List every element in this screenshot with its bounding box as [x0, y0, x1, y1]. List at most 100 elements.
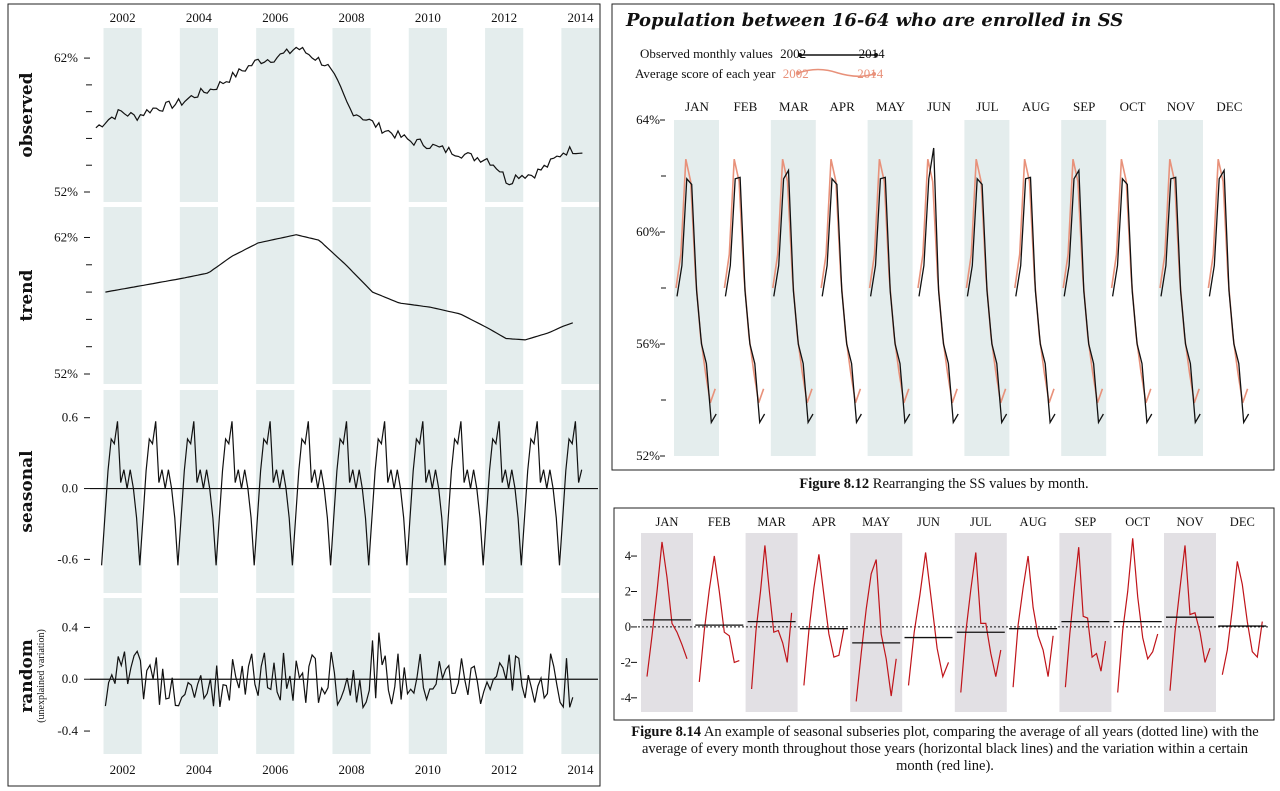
sub-month-label-FEB: FEB: [708, 515, 731, 529]
fig814-y-tick-4: 4: [625, 549, 632, 563]
year-band-3-3: [332, 598, 371, 754]
fig814-y-tick-2: 2: [625, 584, 631, 598]
top-x-tick-2004: 2004: [186, 10, 213, 25]
year-band-1-2: [256, 207, 295, 384]
year-band-3-5: [485, 598, 524, 754]
caption-812-text: Rearranging the SS values by month.: [869, 476, 1089, 492]
bottom-x-tick-2004: 2004: [186, 762, 213, 777]
bottom-x-tick-2008: 2008: [339, 762, 365, 777]
fig812-y-tick-56%: 56%: [636, 336, 660, 351]
year-band-1-1: [179, 207, 218, 384]
legend-average-line: [797, 68, 875, 78]
year-band-0-3: [332, 28, 371, 202]
month-label-MAR: MAR: [779, 99, 809, 114]
sub-month-label-APR: APR: [812, 515, 837, 529]
top-x-tick-2014: 2014: [567, 10, 594, 25]
fig812-y-tick-52%: 52%: [636, 448, 660, 463]
month-variation-MAR: [751, 545, 793, 690]
sub-month-label-MAR: MAR: [757, 515, 786, 529]
sub-month-label-JUN: JUN: [917, 515, 940, 529]
observed-line-OCT: [1111, 177, 1153, 425]
month-variation-SEP: [1064, 547, 1106, 688]
observed-line-MAR: [773, 168, 814, 425]
y-tick-trend-62%: 62%: [54, 229, 78, 244]
year-band-3-4: [408, 598, 447, 754]
fig814-y-tick--4: -4: [621, 691, 632, 705]
y-tick-seasonal-0.0: 0.0: [62, 481, 78, 496]
series-line-seasonal: [101, 421, 583, 566]
series-line-trend: [105, 234, 574, 341]
observed-line-AUG: [1015, 176, 1056, 425]
sub-month-label-MAY: MAY: [862, 515, 890, 529]
month-label-APR: APR: [830, 99, 856, 114]
month-label-FEB: FEB: [733, 99, 757, 114]
year-band-0-4: [408, 28, 447, 202]
panel-label-seasonal: seasonal: [17, 450, 37, 533]
year-band-0-2: [256, 28, 295, 202]
year-band-0-6: [561, 28, 600, 202]
legend-observed-label: Observed monthly values: [640, 46, 773, 61]
month-variation-OCT: [1117, 538, 1159, 693]
y-tick-seasonal--0.6: -0.6: [57, 551, 78, 566]
bottom-x-tick-2014: 2014: [567, 762, 594, 777]
year-band-2-0: [103, 390, 142, 593]
month-variation-AUG: [1012, 555, 1054, 688]
caption-814-text: An example of seasonal subseries plot, c…: [642, 724, 1259, 774]
year-band-0-1: [179, 28, 218, 202]
month-label-DEC: DEC: [1216, 99, 1242, 114]
avg-line-JUN: [917, 159, 958, 404]
figure-812-frame: [611, 3, 1275, 471]
sub-band-MAR: [745, 533, 798, 712]
bottom-x-tick-2012: 2012: [491, 762, 517, 777]
bottom-x-tick-2002: 2002: [110, 762, 136, 777]
sub-month-label-JAN: JAN: [656, 515, 679, 529]
month-label-MAY: MAY: [876, 99, 906, 114]
observed-line-JUN: [918, 147, 959, 425]
legend-observed-dot-end: [874, 53, 878, 57]
month-label-SEP: SEP: [1073, 99, 1095, 114]
legend-average-label: Average score of each year: [635, 66, 776, 81]
year-band-2-6: [561, 390, 600, 593]
legend-average-dot-end: [872, 72, 876, 76]
sub-month-label-SEP: SEP: [1075, 515, 1097, 529]
legend-observed-from: 2002: [780, 46, 807, 61]
fig812-y-tick-60%: 60%: [636, 224, 660, 239]
sub-band-JAN: [641, 533, 693, 712]
sub-month-label-AUG: AUG: [1020, 515, 1047, 529]
y-tick-observed-52%: 52%: [54, 184, 78, 199]
observed-line-SEP: [1063, 168, 1104, 425]
month-label-AUG: AUG: [1022, 99, 1050, 114]
top-x-tick-2002: 2002: [110, 10, 136, 25]
panel-sublabel-random: (unexplained variation): [36, 629, 47, 723]
y-tick-random--0.4: -0.4: [57, 723, 78, 738]
fig814-y-tick--2: -2: [621, 655, 631, 669]
y-tick-trend-52%: 52%: [54, 366, 78, 381]
caption-812-label: Figure 8.12: [799, 476, 870, 492]
month-variation-FEB: [698, 555, 740, 682]
sub-month-label-JUL: JUL: [970, 515, 992, 529]
y-tick-observed-62%: 62%: [54, 50, 78, 65]
year-band-2-1: [179, 390, 218, 593]
year-band-3-0: [103, 598, 142, 754]
left-figure-frame: [7, 3, 601, 787]
month-label-JUL: JUL: [976, 99, 998, 114]
observed-line-JUL: [966, 177, 1008, 425]
caption-figure-812: Figure 8.12 Rearranging the SS values by…: [613, 476, 1275, 493]
legend-observed-to: 2014: [858, 46, 885, 61]
year-band-1-0: [103, 207, 142, 384]
observed-line-NOV: [1160, 176, 1201, 425]
observed-line-FEB: [724, 176, 766, 425]
bottom-x-tick-2006: 2006: [262, 762, 289, 777]
fig812-y-tick-64%: 64%: [636, 112, 660, 127]
series-line-random: [104, 632, 574, 710]
sub-band-SEP: [1059, 533, 1112, 712]
legend-average-from: 2002: [782, 66, 809, 81]
month-variation-APR: [803, 554, 845, 686]
top-x-tick-2006: 2006: [262, 10, 289, 25]
year-band-2-5: [485, 390, 524, 593]
year-band-2-4: [408, 390, 447, 593]
panel-label-trend: trend: [17, 269, 37, 321]
observed-line-APR: [821, 177, 862, 425]
sub-month-label-NOV: NOV: [1176, 515, 1203, 529]
